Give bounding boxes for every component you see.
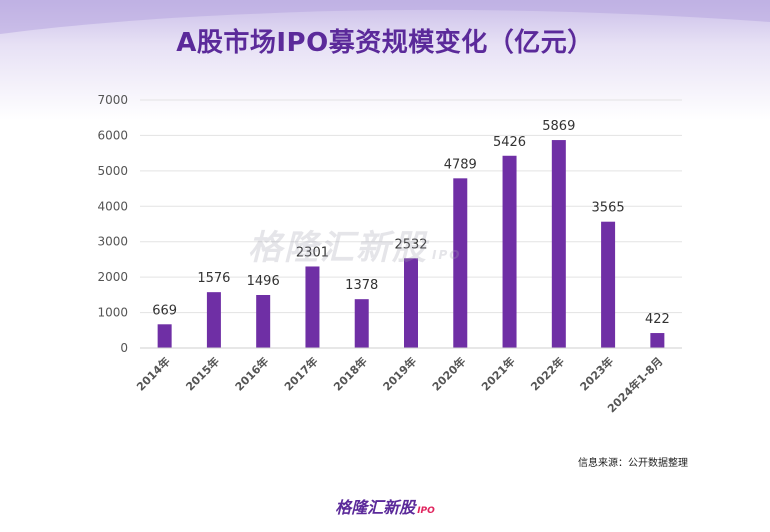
x-tick-label: 2014年: [133, 354, 172, 393]
x-tick-label: 2021年: [478, 354, 517, 393]
bar: [404, 258, 418, 348]
data-label: 4789: [444, 157, 477, 172]
x-tick-label: 2020年: [429, 354, 468, 393]
brand-name: 格隆汇新股: [335, 498, 416, 517]
bar: [601, 221, 616, 348]
bar: [650, 333, 665, 348]
data-label: 1378: [345, 278, 378, 293]
bar: [305, 266, 320, 348]
bar: [354, 299, 369, 348]
y-tick-label: 0: [120, 341, 128, 355]
bar: [502, 155, 517, 348]
x-tick-label: 2016年: [232, 354, 271, 393]
bar: [157, 324, 172, 348]
bar: [206, 292, 221, 348]
data-label: 422: [645, 312, 670, 327]
data-label: 5869: [542, 119, 575, 134]
brand-logo: 格隆汇新股 IPO: [0, 494, 770, 518]
y-tick-label: 6000: [97, 128, 128, 142]
y-tick-label: 4000: [97, 199, 128, 213]
data-label: 1496: [247, 274, 280, 289]
y-tick-label: 5000: [97, 164, 128, 178]
data-label: 1576: [197, 271, 230, 286]
bar: [453, 178, 468, 348]
y-tick-label: 7000: [97, 93, 128, 107]
data-label: 5426: [493, 135, 526, 150]
x-tick-label: 2019年: [380, 354, 419, 393]
chart-title: A股市场IPO募资规模变化（亿元）: [176, 28, 594, 58]
source-note: 信息来源：公开数据整理: [578, 458, 688, 469]
y-tick-label: 3000: [97, 235, 128, 249]
bar: [256, 294, 271, 348]
x-tick-label: 2022年: [528, 354, 567, 393]
x-tick-label: 2015年: [183, 354, 222, 393]
data-label: 3565: [592, 201, 625, 216]
bar: [551, 140, 566, 348]
x-tick-label: 2018年: [331, 354, 370, 393]
y-tick-label: 2000: [97, 270, 128, 284]
brand-suffix: IPO: [417, 506, 435, 516]
data-label: 2532: [394, 237, 427, 252]
x-tick-label: 2023年: [577, 354, 616, 393]
data-label: 669: [152, 303, 177, 318]
header-decoration: [0, 0, 770, 34]
y-tick-label: 1000: [97, 306, 128, 320]
data-label: 2301: [296, 245, 329, 260]
x-tick-label: 2017年: [281, 354, 320, 393]
